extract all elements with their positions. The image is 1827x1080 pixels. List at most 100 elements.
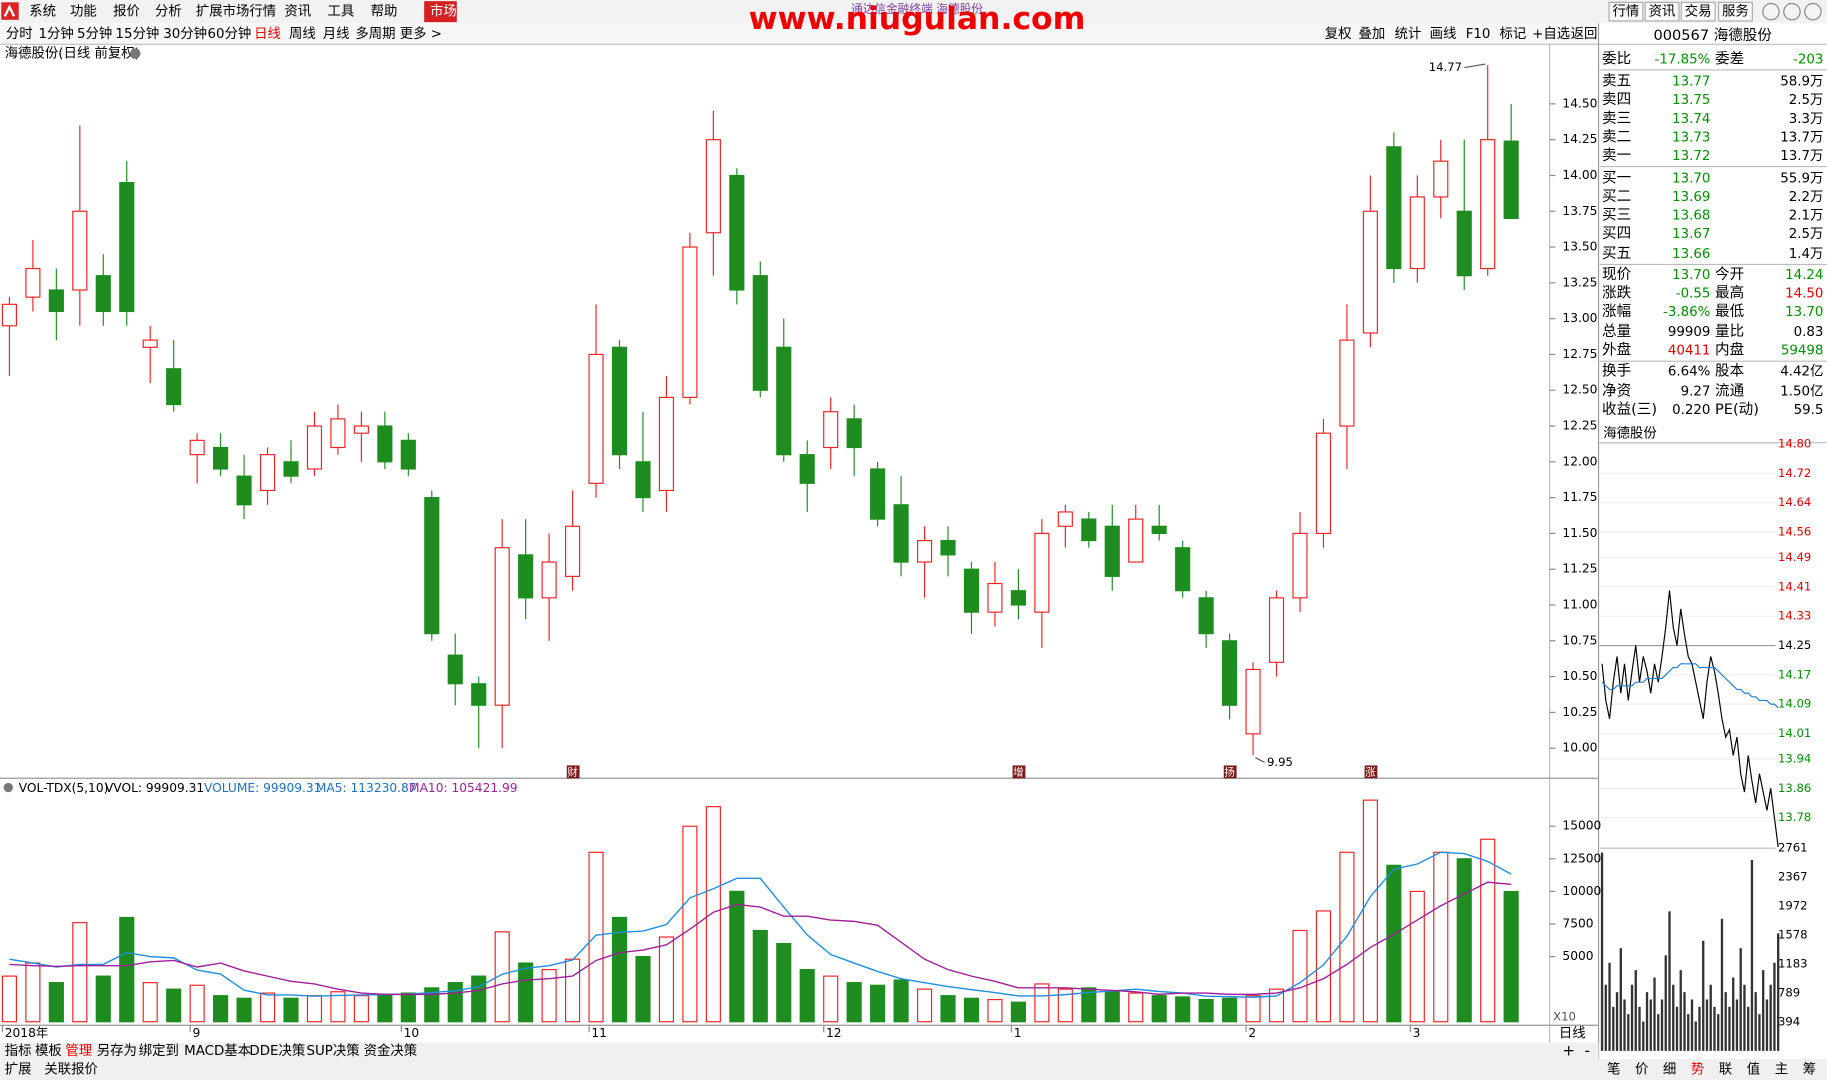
menu-item[interactable]: 工具 (327, 5, 354, 20)
side-tab[interactable]: 值 (1747, 1062, 1760, 1078)
side-tab[interactable]: 联 (1719, 1062, 1732, 1078)
candle-body (1034, 532, 1050, 613)
candle-body (916, 539, 933, 563)
side-tab[interactable]: 筹 (1803, 1061, 1816, 1078)
indicator-tab[interactable]: 指标 (5, 1043, 32, 1059)
menu-item[interactable]: 功能 (70, 4, 97, 20)
window-button[interactable] (1783, 2, 1801, 21)
menu-item[interactable]: 资讯 (284, 4, 311, 20)
indicator-tab[interactable]: 管理 (65, 1043, 92, 1059)
candle-body (236, 475, 252, 506)
tool-button[interactable]: F10 (1466, 27, 1491, 42)
period-tab[interactable]: 5分钟 (77, 25, 112, 42)
candle-body (330, 418, 346, 449)
period-tab[interactable]: 多周期 (355, 25, 395, 42)
x-tick-label: 9 (192, 1026, 200, 1040)
volume-bar (1503, 890, 1519, 1023)
indicator-tab[interactable]: 绑定到 (139, 1043, 179, 1059)
volume-bar (1198, 999, 1214, 1023)
indicator-tab[interactable]: MACD基本 (184, 1042, 251, 1059)
side-tab[interactable]: 笔 (1607, 1062, 1620, 1078)
remove-button[interactable]: - (1585, 1041, 1590, 1059)
candle-body (424, 497, 440, 635)
volume-bar (142, 982, 158, 1023)
x-tick-label: 12 (826, 1026, 842, 1040)
tool-button[interactable]: 画线 (1430, 26, 1457, 42)
period-tab[interactable]: 月线 (323, 26, 350, 42)
volume-bar (72, 922, 88, 1023)
period-tab[interactable]: 60分钟 (207, 25, 251, 42)
top-button[interactable]: 交易 (1685, 3, 1712, 20)
volume-bar (1, 975, 17, 1023)
quote-value: 13.75 (1672, 93, 1710, 108)
quote-value: 55.9万 (1780, 171, 1823, 186)
candle-body (682, 246, 698, 398)
status-tab[interactable]: 关联报价 (44, 1062, 98, 1078)
dropdown-icon[interactable] (130, 48, 141, 59)
y-tick-label: 10.75 (1562, 633, 1597, 647)
volume-bar (306, 995, 323, 1023)
y-tick-label: 15000 (1562, 819, 1601, 833)
window-button[interactable] (1804, 2, 1822, 21)
volume-bar (752, 929, 768, 1023)
volume-legend: MA10: 105421.99 (409, 781, 518, 795)
period-tab[interactable]: 15分钟 (115, 25, 159, 42)
top-button-frame (1608, 1, 1644, 22)
volume-bar (799, 969, 815, 1023)
menu-item[interactable]: 报价 (113, 4, 140, 20)
candle-body (1503, 140, 1519, 220)
indicator-tab[interactable]: DDE决策 (249, 1042, 305, 1059)
candle-body (1151, 525, 1167, 534)
volume-bar (1175, 996, 1191, 1023)
volume-bar (353, 995, 369, 1023)
add-button[interactable]: + (1562, 1041, 1575, 1059)
y-tick-label: 13.75 (1562, 204, 1597, 218)
candle-body (119, 182, 135, 313)
side-tab[interactable]: 细 (1663, 1062, 1676, 1078)
tool-button[interactable]: 返回 (1571, 26, 1598, 42)
quote-label: 卖五 (1602, 73, 1631, 90)
top-button[interactable]: 行情 (1613, 4, 1640, 20)
status-tab[interactable]: 扩展 (5, 1062, 32, 1078)
period-tab[interactable]: 周线 (289, 26, 316, 42)
indicator-tab[interactable]: 另存为 (97, 1043, 137, 1059)
menu-item[interactable]: 系统 (29, 4, 56, 20)
candle-body (963, 568, 980, 613)
side-tab[interactable]: 势 (1691, 1062, 1704, 1078)
quote-value: 3.3万 (1789, 112, 1824, 127)
y-tick-label: 12.00 (1562, 454, 1597, 468)
window-button[interactable] (1762, 2, 1780, 21)
menu-item[interactable]: 帮助 (371, 4, 398, 20)
candle-body (353, 425, 369, 434)
side-tab[interactable]: 主 (1775, 1062, 1788, 1078)
tool-button[interactable]: 标记 (1500, 26, 1527, 42)
candle-body (400, 439, 416, 470)
volume-bar (377, 993, 393, 1023)
top-button[interactable]: 服务 (1722, 4, 1749, 20)
dropdown-icon[interactable] (3, 782, 13, 793)
top-button[interactable]: 资讯 (1649, 4, 1676, 20)
menu-item[interactable]: 分析 (155, 4, 182, 20)
y-tick-label: 14.80 (1778, 437, 1811, 451)
tool-button[interactable]: 统计 (1395, 26, 1422, 42)
period-tab[interactable]: 日线 (254, 26, 281, 42)
period-tab[interactable]: 更多 > (400, 25, 442, 42)
period-tab[interactable]: 30分钟 (163, 25, 207, 42)
tool-button[interactable]: 复权 (1325, 25, 1352, 42)
side-tab[interactable]: 价 (1635, 1063, 1648, 1078)
tool-button[interactable]: 叠加 (1359, 26, 1386, 42)
indicator-tab[interactable]: SUP决策 (307, 1042, 360, 1059)
candle-body (1386, 146, 1402, 270)
candle-body (1010, 590, 1026, 606)
volume-bar (1128, 992, 1144, 1023)
indicator-tab[interactable]: 资金决策 (364, 1042, 418, 1059)
quote-label: 涨幅 (1602, 303, 1631, 320)
quote-value: 9.27 (1681, 384, 1711, 399)
indicator-tab[interactable]: 模板 (35, 1043, 62, 1059)
tool-button[interactable]: +自选 (1532, 26, 1570, 42)
period-tab[interactable]: 1分钟 (39, 25, 74, 42)
menu-item[interactable]: 扩展市场行情 (196, 3, 276, 20)
period-tab[interactable]: 分时 (6, 26, 33, 42)
menu-item[interactable]: 市场 (430, 3, 457, 20)
